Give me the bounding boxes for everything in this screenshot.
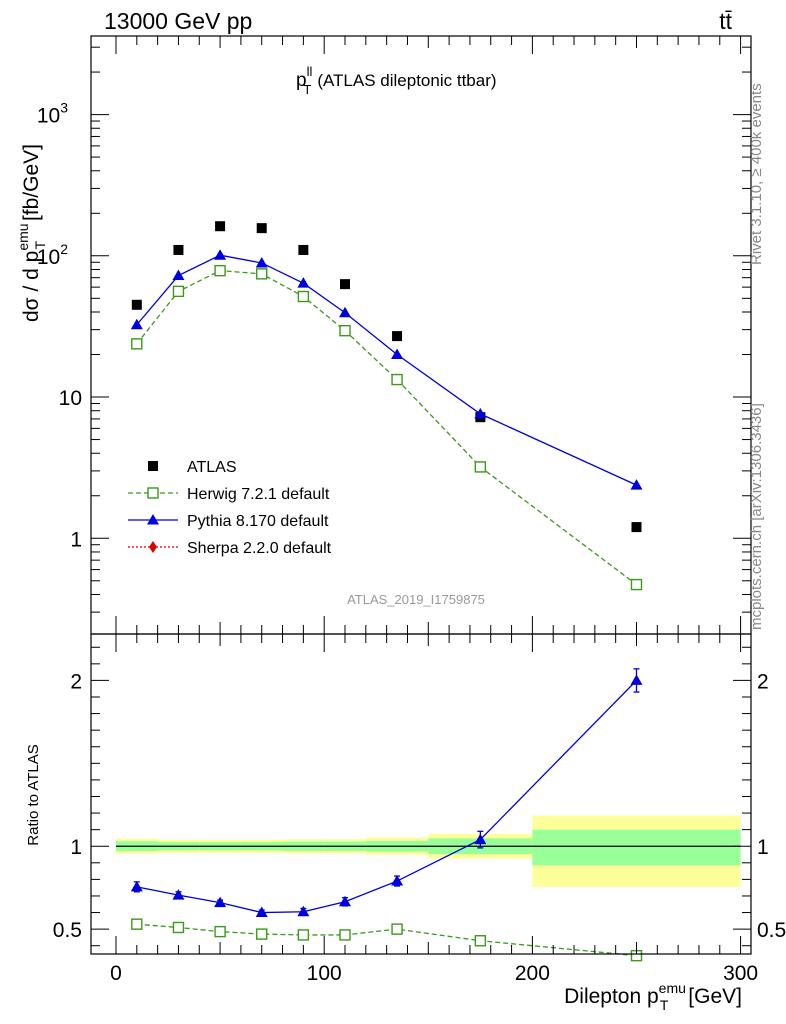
header-left: 13000 GeV pp — [104, 8, 252, 34]
ratio-y-axis-label: Ratio to ATLAS — [25, 744, 42, 845]
ratio-y-tick-label-right: 2 — [757, 670, 769, 693]
legend: ATLAS Herwig 7.2.1 default Pythia 8.170 de… — [128, 459, 332, 557]
ratio-y-tick-label: 2 — [70, 670, 82, 693]
y-axis-label: dσ / d pemuT [fb/GeV] — [15, 144, 48, 322]
y-tick-label: 1 — [70, 528, 82, 551]
series-2-point-7 — [474, 407, 487, 419]
mcplots-info: mcplots.cern.ch [arXiv:1306.3436] — [748, 403, 765, 630]
ratio-series-0-point-7 — [474, 935, 487, 947]
watermark: ATLAS_2019_I1759875 — [347, 592, 485, 607]
series-1-point-6 — [391, 373, 403, 386]
series-2-point-3 — [255, 256, 268, 268]
band-green-8 — [532, 829, 741, 866]
series-1-point-0 — [131, 338, 143, 350]
series-2-point-2 — [214, 249, 227, 260]
series-1-point-3 — [256, 268, 268, 280]
header-right: tt̄ — [719, 8, 732, 34]
plot-title: pll T (ATLAS dileptonic ttbar) — [296, 64, 497, 97]
legend-label-3: Sherpa 2.2.0 default — [187, 540, 332, 557]
ratio-series-1-point-4 — [297, 905, 310, 917]
ratio-plot-frame — [90, 633, 752, 955]
series-1-point-2 — [214, 264, 226, 277]
ratio-series-1-point-0 — [130, 880, 143, 892]
ratio-y-tick-label-right: 1 — [757, 836, 769, 859]
legend-label-2: Pythia 8.170 default — [187, 513, 329, 530]
ratio-series-0-point-1 — [172, 921, 185, 934]
ratio-series-0-point-3 — [256, 928, 268, 940]
series-0-point-5 — [340, 279, 351, 290]
series-1-point-1 — [172, 285, 185, 298]
x-tick-label: 300 — [723, 962, 758, 985]
series-0-point-2 — [215, 221, 226, 232]
series-2-point-6 — [391, 348, 404, 360]
series-0-point-4 — [298, 244, 309, 255]
x-axis-label: Dilepton pemu T [GeV] — [564, 980, 742, 1013]
y-tick-label: 10 — [59, 387, 82, 410]
ratio-series-0-point-2 — [214, 925, 226, 938]
series-2-point-4 — [297, 277, 310, 288]
legend-marker-0 — [148, 461, 158, 471]
ratio-series-0-point-0 — [131, 918, 143, 930]
series-0-point-6 — [392, 331, 403, 342]
series-2-point-5 — [339, 306, 352, 318]
series-0-point-8 — [631, 522, 642, 533]
x-tick-label: 0 — [110, 962, 122, 985]
series-0-point-3 — [256, 223, 267, 234]
ratio-series-0-point-5 — [339, 929, 351, 941]
ratio-series-1-point-5 — [339, 895, 352, 907]
series-1-point-7 — [474, 461, 487, 473]
ratio-y-tick-label: 1 — [70, 836, 82, 859]
legend-marker-3 — [149, 541, 157, 553]
ratio-y-tick-label: 0.5 — [53, 919, 82, 942]
series-0-point-0 — [131, 299, 142, 310]
series-1-point-4 — [297, 290, 310, 303]
x-tick-label: 200 — [515, 962, 550, 985]
ratio-series-0-point-6 — [391, 923, 403, 935]
ratio-series-1-point-3 — [255, 906, 268, 918]
ratio-series-1-point-2 — [214, 896, 227, 908]
ratio-series-1-point-6 — [391, 875, 404, 886]
y-tick-label: 102 — [37, 241, 68, 269]
legend-marker-2 — [147, 514, 159, 525]
y-tick-label: 103 — [37, 100, 68, 128]
series-1-point-5 — [339, 324, 351, 337]
ratio-series-1-point-1 — [172, 889, 185, 900]
series-0-point-1 — [173, 244, 184, 255]
legend-marker-1 — [147, 487, 159, 499]
ratio-series-1-point-8 — [630, 674, 643, 685]
series-2-point-8 — [630, 479, 643, 490]
series-1-point-8 — [630, 578, 643, 591]
ratio-plot-panel: 0.5 0.5 1 1 2 2 0 100 200 300 Ratio to ATLAS Dile… — [25, 633, 786, 1013]
series-2-point-0 — [130, 318, 143, 330]
legend-label-0: ATLAS — [187, 459, 237, 476]
rivet-info: Rivet 3.1.10, ≥ 400k events — [748, 83, 765, 265]
ratio-series-1-point-7 — [474, 833, 487, 845]
series-2-point-1 — [172, 269, 185, 281]
legend-label-1: Herwig 7.2.1 default — [187, 486, 330, 503]
x-tick-label: 100 — [307, 962, 342, 985]
main-plot-panel: 1 10 102 103 pll T (ATLAS dileptonic ttbar) d… — [15, 35, 765, 635]
ratio-y-tick-label-right: 0.5 — [757, 919, 786, 942]
series-line-1 — [136, 269, 637, 586]
ratio-series-0-point-4 — [297, 929, 310, 941]
